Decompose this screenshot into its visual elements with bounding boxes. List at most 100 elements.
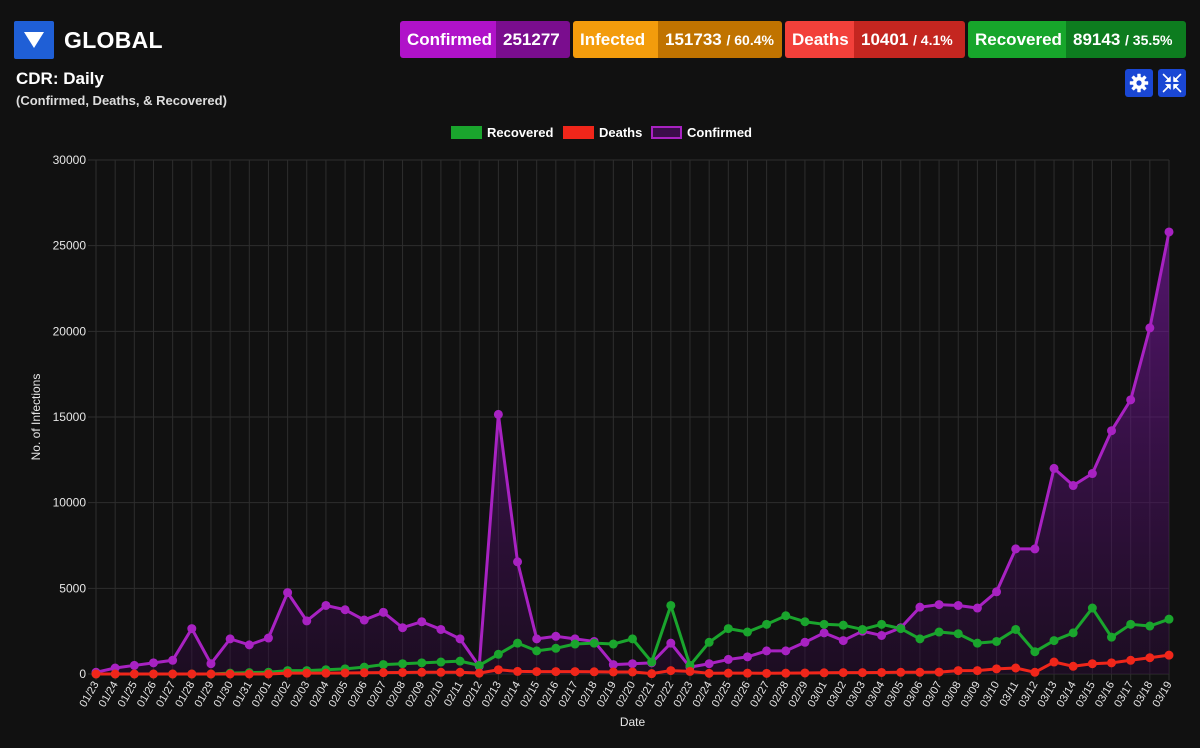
recovered-point [551,643,561,653]
deaths-point [263,669,273,679]
line-chart: 05000100001500020000250003000001/2301/24… [29,125,1175,729]
x-axis-title: Date [620,715,646,729]
confirmed-point [877,630,887,640]
recovered-badge[interactable]: Recovered 89143 / 35.5% [968,21,1186,58]
confirmed-point [187,624,197,634]
recovered-label: Recovered [968,21,1066,58]
deaths-point [493,665,503,675]
deaths-point [992,664,1002,674]
deaths-point [187,669,197,679]
deaths-point [513,666,523,676]
deaths-point [532,667,542,677]
deaths-point [877,667,887,677]
recovered-point [1126,619,1136,629]
deaths-point [378,668,388,678]
deaths-point [838,668,848,678]
x-tick-label: 03/10 [978,680,1002,710]
recovered-point [666,600,676,610]
deaths-point [781,668,791,678]
recovered-point [532,646,542,656]
confirmed-point [340,605,350,615]
x-tick-label: 03/19 [1150,680,1174,710]
confirmed-point [263,633,273,643]
confirmed-legend-swatch [651,126,682,139]
deaths-label: Deaths [785,21,854,58]
deaths-point [359,668,369,678]
settings-button[interactable] [1125,69,1153,97]
recovered-point [953,629,963,639]
confirmed-point [742,652,752,662]
recovered-point [398,659,408,669]
recovered-point [455,656,465,666]
confirmed-point [129,660,139,670]
deaths-point [915,667,925,677]
deaths-point [129,669,139,679]
deaths-percent: / 4.1% [913,32,953,48]
confirmed-point [206,659,216,669]
confirmed-badge[interactable]: Confirmed 251277 [400,21,570,58]
confirmed-point [972,603,982,613]
confirmed-point [628,659,637,669]
infected-badge[interactable]: Infected 151733 / 60.4% [573,21,782,58]
deaths-point [1087,659,1097,669]
confirmed-point [1126,395,1136,405]
recovered-point [992,636,1002,646]
infected-label: Infected [573,21,658,58]
recovered-point [781,611,791,621]
deaths-point [551,667,561,677]
recovered-point [436,657,446,667]
chart-subtitle: (Confirmed, Deaths, & Recovered) [16,93,227,108]
chart-title: CDR: Daily [16,69,104,88]
recovered-legend-swatch [451,126,482,139]
confirmed-point [1087,469,1097,479]
confirmed-point [455,634,465,644]
deaths-point [206,669,216,679]
deaths-point [589,667,599,677]
confirmed-point [417,617,427,627]
deaths-point [1030,667,1040,677]
deaths-point [1164,650,1174,660]
deaths-point [302,668,312,678]
deaths-point [666,666,676,676]
deaths-point [762,668,772,678]
y-tick-label: 0 [79,667,86,681]
deaths-point [819,668,829,678]
confirmed-point [838,636,848,646]
recovered-point [493,649,503,659]
confirmed-point [1068,481,1078,491]
confirmed-point [704,659,714,669]
recovered-point [474,660,484,670]
confirmed-point [723,654,733,664]
confirmed-point [1011,544,1021,554]
deaths-value: 10401 / 4.1% [854,21,965,58]
confirmed-point [762,646,772,656]
confirmed-value: 251277 [496,21,570,58]
recovered-point [589,638,599,648]
recovered-point [1011,624,1021,634]
recovered-point [915,634,925,644]
confirmed-point [1049,463,1059,473]
confirmed-legend-label: Confirmed [687,125,752,140]
deaths-point [398,667,408,677]
confirmed-point [359,615,369,625]
gear-icon [1129,73,1149,93]
recovered-point [762,619,772,629]
region-title: GLOBAL [64,27,163,53]
recovered-point [608,639,618,649]
recovered-point [1049,636,1059,646]
confirmed-point [225,634,235,644]
deaths-point [225,669,235,679]
deaths-badge[interactable]: Deaths 10401 / 4.1% [785,21,965,58]
confirmed-area [96,231,1169,674]
deaths-legend-label: Deaths [599,125,642,140]
deaths-point [857,668,867,678]
deaths-point [1068,661,1078,671]
recovered-legend-label: Recovered [487,125,554,140]
collapse-button[interactable] [1158,69,1186,97]
confirmed-point [302,616,312,626]
confirmed-point [551,631,561,641]
y-tick-label: 5000 [59,581,86,595]
region-dropdown-button[interactable] [14,21,54,59]
confirmed-point [398,623,408,633]
recovered-point [1145,621,1155,631]
